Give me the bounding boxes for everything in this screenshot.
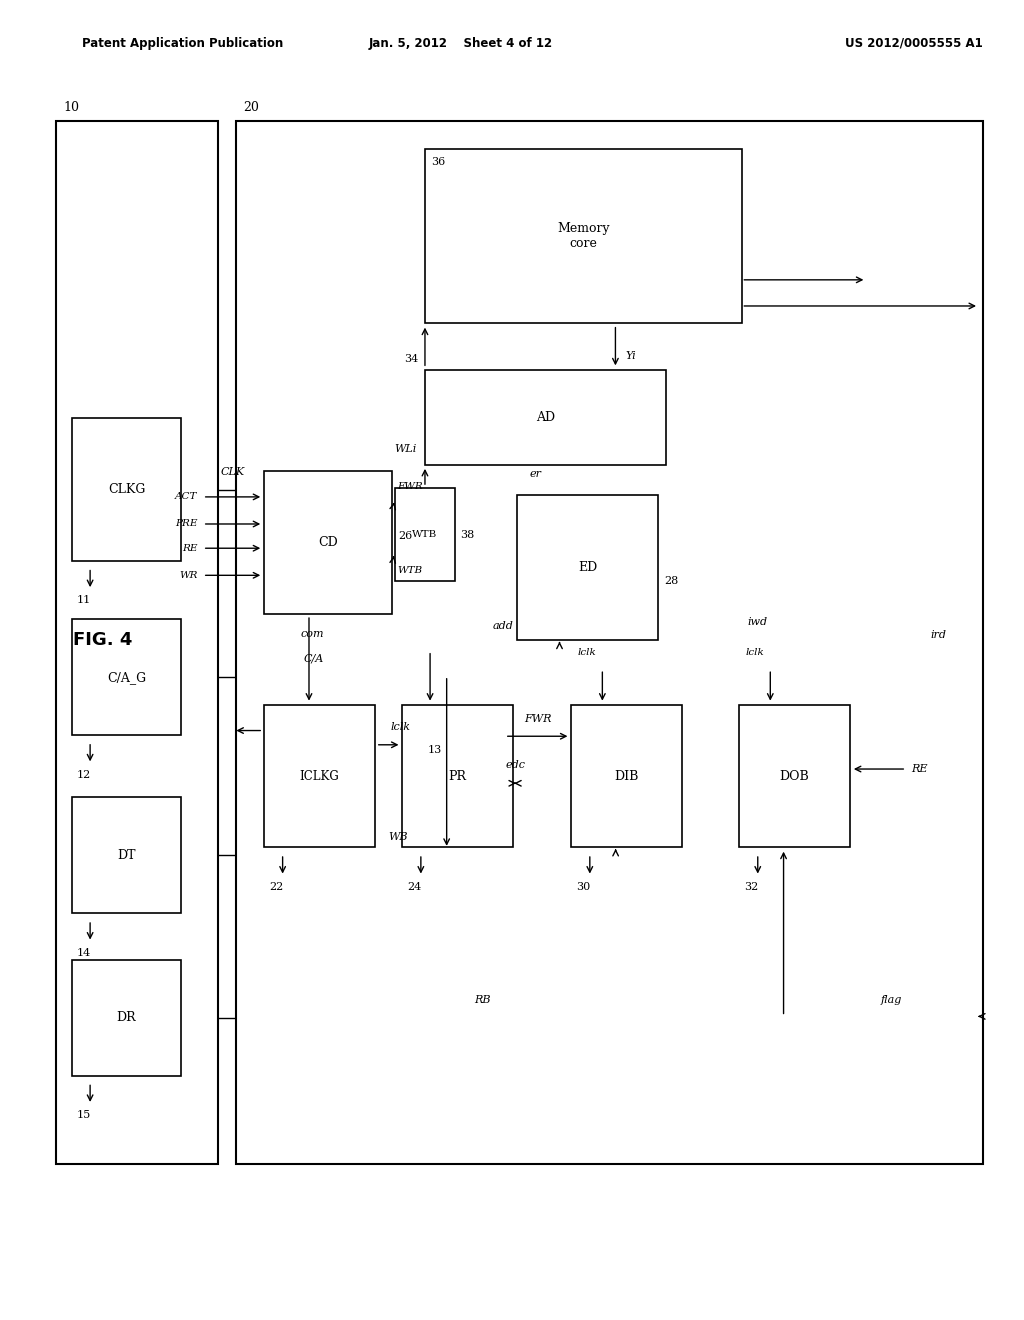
Text: WB: WB — [389, 832, 409, 842]
Bar — [571, 705, 682, 847]
Bar — [402, 705, 513, 847]
Text: WLi: WLi — [394, 444, 417, 454]
Text: WTB: WTB — [397, 566, 423, 576]
Text: flag: flag — [881, 994, 901, 1005]
Bar — [72, 797, 181, 913]
Text: 11: 11 — [77, 595, 91, 606]
Bar — [425, 370, 666, 465]
Text: Patent Application Publication: Patent Application Publication — [82, 37, 284, 50]
Text: edc: edc — [505, 760, 525, 770]
Text: ICLKG: ICLKG — [300, 770, 339, 783]
Text: CD: CD — [318, 536, 338, 549]
Text: FWR: FWR — [397, 482, 423, 491]
Text: FIG. 4: FIG. 4 — [73, 631, 132, 649]
Text: Yi: Yi — [626, 351, 636, 362]
Text: CLKG: CLKG — [108, 483, 145, 496]
Text: PR: PR — [449, 770, 467, 783]
Bar — [264, 471, 392, 614]
Text: RE: RE — [911, 764, 928, 774]
Text: 20: 20 — [243, 100, 259, 114]
Text: er: er — [529, 469, 542, 479]
Bar — [72, 619, 181, 735]
Bar — [517, 495, 658, 640]
Text: CLK: CLK — [221, 466, 245, 477]
Text: RB: RB — [474, 994, 490, 1005]
Bar — [395, 488, 455, 581]
Text: WR: WR — [179, 570, 198, 579]
Text: lclk: lclk — [578, 648, 596, 657]
Text: add: add — [493, 620, 513, 631]
Text: 28: 28 — [665, 576, 679, 586]
Text: 38: 38 — [460, 529, 474, 540]
Text: 10: 10 — [63, 100, 80, 114]
Text: DR: DR — [117, 1011, 136, 1024]
Text: com: com — [301, 628, 325, 639]
Bar — [264, 705, 375, 847]
Text: Memory
core: Memory core — [557, 222, 610, 251]
Text: 30: 30 — [577, 882, 591, 892]
Text: US 2012/0005555 A1: US 2012/0005555 A1 — [845, 37, 983, 50]
Text: C/A: C/A — [304, 653, 324, 664]
Text: lclk: lclk — [390, 722, 411, 731]
Text: 36: 36 — [431, 157, 445, 168]
Text: iwd: iwd — [746, 616, 767, 627]
Text: DOB: DOB — [779, 770, 810, 783]
Bar — [739, 705, 850, 847]
Text: PRE: PRE — [175, 520, 198, 528]
Text: Jan. 5, 2012    Sheet 4 of 12: Jan. 5, 2012 Sheet 4 of 12 — [369, 37, 553, 50]
Text: ird: ird — [930, 630, 946, 640]
Text: ED: ED — [579, 561, 597, 574]
Text: C/A_G: C/A_G — [106, 671, 146, 684]
Bar — [236, 121, 983, 1164]
Text: 22: 22 — [269, 882, 284, 892]
Text: 34: 34 — [404, 354, 419, 364]
Bar — [72, 418, 181, 561]
Text: 13: 13 — [427, 744, 441, 755]
Text: 14: 14 — [77, 948, 91, 958]
Text: AD: AD — [536, 411, 555, 424]
Text: 12: 12 — [77, 770, 91, 780]
Text: ACT: ACT — [175, 492, 198, 502]
Text: 24: 24 — [408, 882, 422, 892]
Text: 32: 32 — [744, 882, 759, 892]
Bar — [56, 121, 218, 1164]
Text: FWR: FWR — [524, 714, 551, 725]
Text: RE: RE — [182, 544, 198, 553]
Text: DIB: DIB — [614, 770, 639, 783]
Text: 26: 26 — [398, 531, 413, 541]
Bar — [72, 960, 181, 1076]
Bar — [425, 149, 742, 323]
Text: DT: DT — [117, 849, 136, 862]
Text: WTB: WTB — [413, 531, 437, 539]
Text: lclk: lclk — [745, 648, 764, 657]
Text: 15: 15 — [77, 1110, 91, 1121]
